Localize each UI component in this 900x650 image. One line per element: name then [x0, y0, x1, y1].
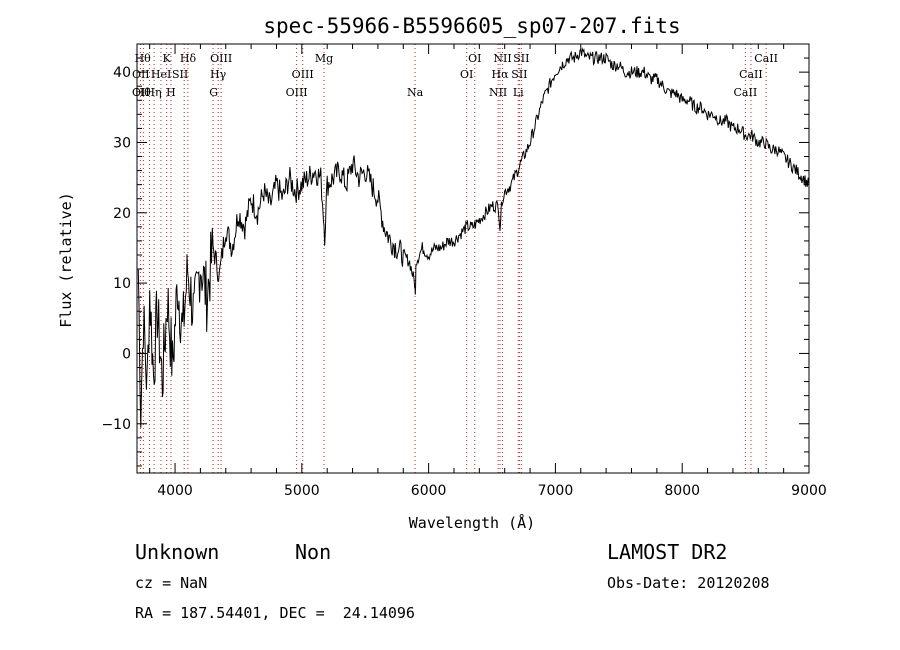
line-label: Hα	[491, 68, 509, 81]
y-tick-label: 10	[113, 276, 131, 292]
line-label: G	[209, 86, 218, 99]
line-label: OII	[132, 86, 150, 99]
line-label: OIII	[210, 52, 232, 65]
line-label: OI	[468, 52, 481, 65]
y-tick-label: 20	[113, 206, 131, 222]
line-label: Hθ	[135, 52, 152, 65]
line-label: SII	[172, 68, 188, 81]
plot-axes: 4000 5000 6000 7000 8000 9000 −10 0 10 20 30 40	[101, 43, 827, 499]
line-label: Hθ	[135, 86, 152, 99]
x-tick-label: 4000	[157, 483, 193, 499]
spectrum-chart: spec-55966-B5596605_sp07-207.fits HθOIIO…	[57, 14, 827, 532]
line-label: Hη	[145, 86, 161, 99]
line-label: SII	[511, 68, 527, 81]
plot-frame	[136, 43, 810, 474]
line-label: OI	[460, 68, 473, 81]
class-label: Unknown	[135, 540, 220, 564]
line-markers	[139, 44, 767, 473]
line-label: OIII	[286, 86, 308, 99]
line-label: OII	[132, 68, 150, 81]
line-label: CaII	[754, 52, 778, 65]
line-label: CaII	[739, 68, 763, 81]
line-label: OIII	[292, 68, 314, 81]
line-label: HeI	[151, 68, 171, 81]
line-label: CaII	[734, 86, 758, 99]
line-label: Hγ	[210, 68, 227, 81]
x-tick-label: 5000	[284, 483, 320, 499]
line-label: Mg	[315, 52, 333, 65]
line-label: K	[163, 52, 172, 65]
line-label: Na	[407, 86, 424, 99]
line-label: SII	[513, 52, 529, 65]
x-tick-label: 7000	[538, 483, 574, 499]
cz-value: cz = NaN	[135, 574, 208, 592]
x-tick-label: 6000	[411, 483, 447, 499]
y-tick-label: 30	[113, 135, 131, 151]
x-tick-label: 8000	[664, 483, 700, 499]
y-tick-label: −10	[101, 417, 131, 433]
x-tick-label: 9000	[791, 483, 827, 499]
line-label: Hδ	[180, 52, 197, 65]
y-axis-label: Flux (relative)	[57, 192, 75, 327]
line-label: Li	[513, 86, 524, 99]
line-label: H	[166, 86, 176, 99]
line-label: NII	[489, 86, 507, 99]
subclass-label: Non	[295, 540, 332, 564]
line-label: NII	[493, 52, 511, 65]
survey-label: LAMOST DR2	[607, 540, 728, 564]
x-axis-label: Wavelength (Å)	[409, 513, 535, 532]
y-tick-label: 40	[113, 65, 131, 81]
obsdate-value: Obs-Date: 20120208	[607, 574, 770, 592]
spectrum-line	[137, 47, 810, 428]
chart-title: spec-55966-B5596605_sp07-207.fits	[263, 14, 680, 38]
y-tick-label: 0	[122, 346, 131, 362]
radec-value: RA = 187.54401, DEC = 24.14096	[135, 604, 415, 622]
